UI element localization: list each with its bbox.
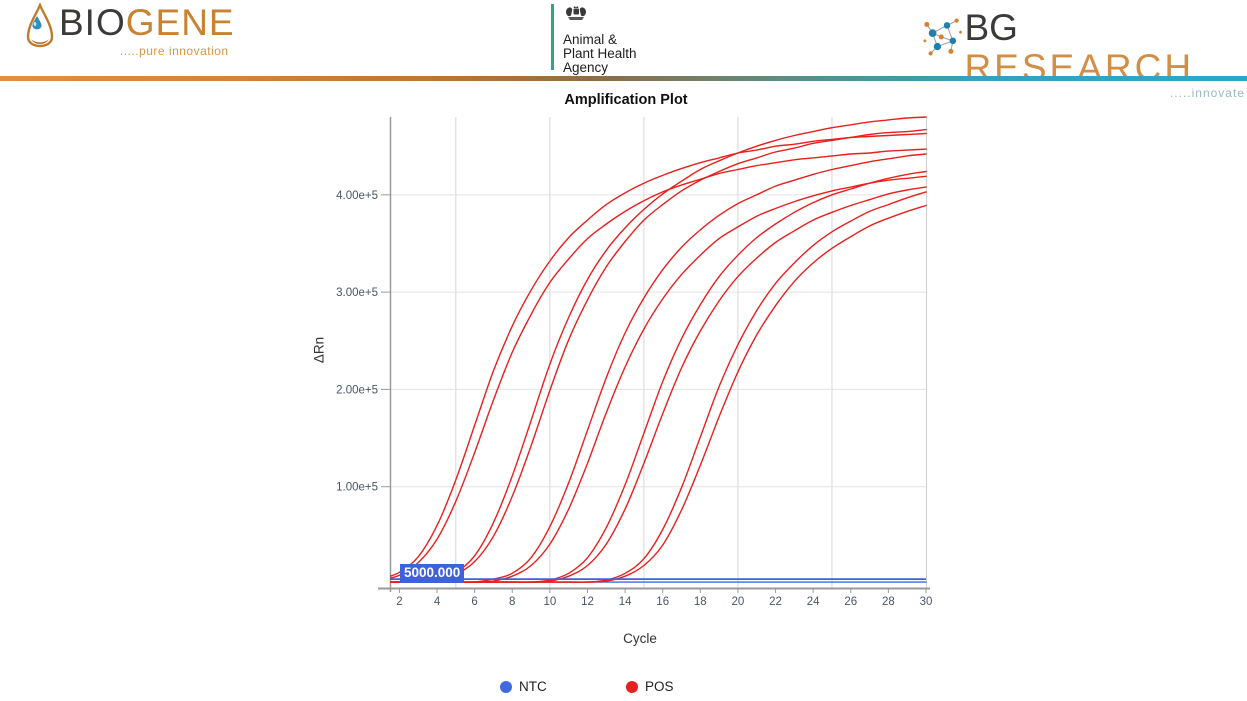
apha-logo: Animal & Plant Health Agency <box>551 4 637 75</box>
biogene-name-bio: BIO <box>59 2 126 43</box>
apha-line-2: Plant Health <box>563 46 637 61</box>
series-curve-POS <box>390 175 927 583</box>
x-tick-label: 6 <box>471 596 477 608</box>
series-curve-POS <box>390 170 927 583</box>
y-tick-label: 3.00e+5 <box>336 287 378 299</box>
x-tick-label: 20 <box>732 596 745 608</box>
pos-color-swatch <box>626 680 638 693</box>
x-tick-label: 8 <box>509 596 515 608</box>
series-curve-POS <box>390 204 927 583</box>
x-tick-label: 14 <box>619 596 632 608</box>
series-curve-POS <box>390 132 927 578</box>
x-axis-title: Cycle <box>623 631 657 646</box>
apha-crest-icon <box>566 6 586 20</box>
biogene-logo-text: BIOGENE .....pure innovation <box>56 3 235 59</box>
bg-research-name-bg: BG <box>964 7 1018 48</box>
biogene-logo: BIOGENE .....pure innovation <box>24 3 235 58</box>
y-tick-label: 2.00e+5 <box>336 384 378 396</box>
bg-research-network-icon <box>923 18 962 56</box>
series-curve-POS <box>390 153 927 583</box>
legend-label-ntc: NTC <box>519 679 547 694</box>
x-tick-label: 30 <box>920 596 933 608</box>
x-tick-label: 12 <box>581 596 594 608</box>
y-tick-label: 1.00e+5 <box>336 482 378 494</box>
x-tick-label: 26 <box>844 596 857 608</box>
x-tick-label: 28 <box>882 596 895 608</box>
apha-line-3: Agency <box>563 60 609 75</box>
apha-name: Animal & Plant Health Agency <box>563 33 637 75</box>
legend-item-pos[interactable]: POS <box>626 679 674 694</box>
biogene-name: BIOGENE <box>59 3 235 43</box>
x-tick-label: 16 <box>656 596 669 608</box>
series-curve-POS <box>390 116 927 583</box>
x-tick-label: 24 <box>807 596 820 608</box>
header-divider-bar <box>0 76 1247 81</box>
x-tick-label: 22 <box>769 596 782 608</box>
y-tick-label: 4.00e+5 <box>336 190 378 202</box>
legend-label-pos: POS <box>645 679 674 694</box>
series-curve-POS <box>390 186 927 583</box>
ntc-color-swatch <box>500 680 512 693</box>
biogene-drop-icon <box>26 3 54 48</box>
x-tick-label: 10 <box>543 596 556 608</box>
x-tick-label: 2 <box>396 596 402 608</box>
series-curve-POS <box>390 148 927 579</box>
header-bar: BIOGENE .....pure innovation Animal & Pl… <box>0 0 1247 100</box>
series-curve-POS <box>390 128 927 583</box>
x-tick-label: 4 <box>434 596 441 608</box>
apha-line-1: Animal & <box>563 32 618 47</box>
series-curve-POS <box>390 191 927 583</box>
x-tick-label: 18 <box>694 596 707 608</box>
biogene-tagline: .....pure innovation <box>119 44 229 58</box>
bg-research-tagline: .....innovate <box>1169 86 1245 100</box>
chart-title: Amplification Plot <box>564 92 688 108</box>
biogene-name-gene: GENE <box>125 2 235 43</box>
threshold-value-label: 5000.000 <box>400 564 465 583</box>
legend-item-ntc[interactable]: NTC <box>500 679 547 694</box>
